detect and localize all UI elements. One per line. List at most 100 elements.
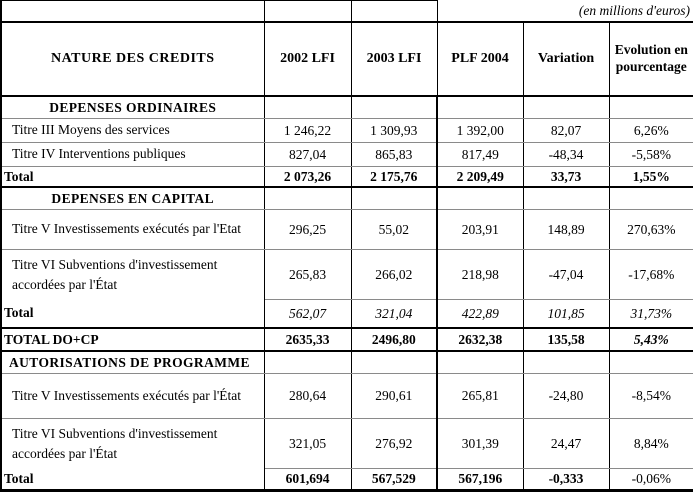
total-label: Total (0, 299, 265, 329)
empty-cell (608, 351, 693, 374)
cell-variation: -47,04 (522, 249, 610, 300)
empty-cell (522, 187, 610, 210)
total-label: Total (0, 468, 265, 492)
cell-evolution: 31,73% (608, 299, 693, 329)
cell-variation: 33,73 (522, 166, 610, 188)
cell-2003: 1 309,93 (350, 118, 438, 143)
data-row-titre-vi-ap: Titre VI Subventions d'investissement ac… (0, 418, 693, 469)
cell-2002: 265,83 (263, 249, 352, 300)
cell-2002: 562,07 (263, 299, 352, 329)
cell-2003: 2496,80 (350, 328, 438, 352)
empty-cell (608, 96, 693, 119)
cell-evolution: 5,43% (608, 328, 693, 352)
header-2002-lfi: 2002 LFI (263, 21, 352, 97)
cell-plf2004: 2 209,49 (436, 166, 524, 188)
cell-plf2004: 265,81 (436, 373, 524, 419)
section-row-depenses-ordinaires: DEPENSES ORDINAIRES (0, 96, 693, 119)
cell-evolution: 6,26% (608, 118, 693, 143)
cell-variation: 148,89 (522, 209, 610, 250)
empty-cell (263, 351, 352, 374)
cell-plf2004: 817,49 (436, 142, 524, 167)
empty-cell (263, 187, 352, 210)
cell-2002: 1 246,22 (263, 118, 352, 143)
empty-cell (436, 96, 524, 119)
row-label: Titre V Investissements exécutés par l'E… (0, 209, 265, 250)
cell-2003: 321,04 (350, 299, 438, 329)
total-label: TOTAL DO+CP (0, 328, 265, 352)
cell-plf2004: 218,98 (436, 249, 524, 300)
cell-2002: 280,64 (263, 373, 352, 419)
cell-evolution: -0,06% (608, 468, 693, 492)
empty-cell (264, 0, 352, 22)
empty-cell (608, 187, 693, 210)
cell-plf2004: 301,39 (436, 418, 524, 469)
cell-plf2004: 422,89 (436, 299, 524, 329)
cell-2002: 2635,33 (263, 328, 352, 352)
cell-2003: 2 175,76 (350, 166, 438, 188)
data-row-titre-iv: Titre IV Interventions publiques 827,04 … (0, 142, 693, 167)
cell-variation: -48,34 (522, 142, 610, 167)
cell-variation: -0,333 (522, 468, 610, 492)
cell-2003: 266,02 (350, 249, 438, 300)
total-row-depenses-en-capital: Total 562,07 321,04 422,89 101,85 31,73% (0, 299, 693, 329)
cell-2003: 567,529 (350, 468, 438, 492)
grand-total-row-do-cp: TOTAL DO+CP 2635,33 2496,80 2632,38 135,… (0, 328, 693, 352)
unit-note-row: (en millions d'euros) (0, 0, 693, 22)
cell-evolution: -5,58% (608, 142, 693, 167)
cell-plf2004: 1 392,00 (436, 118, 524, 143)
data-row-titre-iii: Titre III Moyens des services 1 246,22 1… (0, 118, 693, 143)
section-row-depenses-en-capital: DEPENSES EN CAPITAL (0, 187, 693, 210)
empty-cell (350, 351, 438, 374)
data-row-titre-v-capital: Titre V Investissements exécutés par l'E… (0, 209, 693, 250)
cell-2002: 601,694 (263, 468, 352, 492)
cell-variation: 101,85 (522, 299, 610, 329)
cell-plf2004: 567,196 (436, 468, 524, 492)
header-nature-des-credits: NATURE DES CREDITS (0, 21, 265, 97)
cell-2002: 296,25 (263, 209, 352, 250)
cell-2003: 55,02 (350, 209, 438, 250)
cell-2003: 276,92 (350, 418, 438, 469)
cell-2003: 290,61 (350, 373, 438, 419)
section-label: AUTORISATIONS DE PROGRAMME (0, 351, 265, 374)
header-evolution-pourcentage: Evolution en pourcentage (608, 21, 693, 97)
row-label: Titre VI Subventions d'investissement ac… (0, 418, 265, 469)
header-variation: Variation (522, 21, 610, 97)
data-row-titre-v-ap: Titre V Investissements exécutés par l'É… (0, 373, 693, 419)
header-2003-lfi: 2003 LFI (350, 21, 438, 97)
row-label: Titre III Moyens des services (0, 118, 265, 143)
cell-variation: 82,07 (522, 118, 610, 143)
cell-2003: 865,83 (350, 142, 438, 167)
empty-cell (0, 0, 265, 22)
cell-variation: -24,80 (522, 373, 610, 419)
row-label: Titre IV Interventions publiques (0, 142, 265, 167)
empty-cell (263, 96, 352, 119)
row-label: Titre V Investissements exécutés par l'É… (0, 373, 265, 419)
header-row: NATURE DES CREDITS 2002 LFI 2003 LFI PLF… (0, 21, 693, 97)
section-label: DEPENSES ORDINAIRES (0, 96, 265, 119)
empty-cell (522, 351, 610, 374)
total-label: Total (0, 166, 265, 188)
total-row-depenses-ordinaires: Total 2 073,26 2 175,76 2 209,49 33,73 1… (0, 166, 693, 188)
cell-2002: 321,05 (263, 418, 352, 469)
row-label: Titre VI Subventions d'investissement ac… (0, 249, 265, 300)
cell-variation: 135,58 (522, 328, 610, 352)
empty-cell (351, 0, 438, 22)
cell-plf2004: 2632,38 (436, 328, 524, 352)
empty-cell (436, 187, 524, 210)
section-row-autorisations-de-programme: AUTORISATIONS DE PROGRAMME (0, 351, 693, 374)
cell-evolution: 1,55% (608, 166, 693, 188)
empty-cell (522, 96, 610, 119)
cell-2002: 2 073,26 (263, 166, 352, 188)
empty-cell (436, 351, 524, 374)
cell-2002: 827,04 (263, 142, 352, 167)
header-plf-2004: PLF 2004 (436, 21, 524, 97)
cell-variation: 24,47 (522, 418, 610, 469)
total-row-autorisations: Total 601,694 567,529 567,196 -0,333 -0,… (0, 468, 693, 492)
cell-plf2004: 203,91 (436, 209, 524, 250)
unit-note: (en millions d'euros) (578, 2, 691, 18)
empty-cell (350, 96, 438, 119)
empty-cell (350, 187, 438, 210)
cell-evolution: -8,54% (608, 373, 693, 419)
cell-evolution: 270,63% (608, 209, 693, 250)
